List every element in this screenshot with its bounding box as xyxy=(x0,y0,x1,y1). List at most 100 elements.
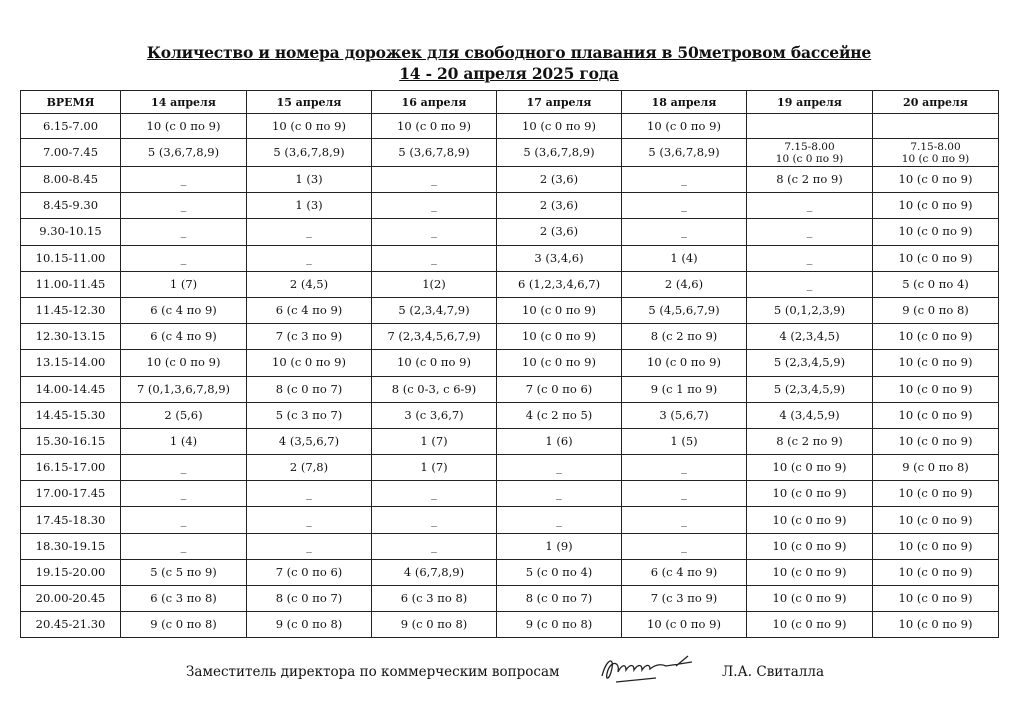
lanes-cell: 10 (с 0 по 9) xyxy=(872,192,999,220)
lanes-cell: 5 (с 0 по 4) xyxy=(496,558,622,587)
time-slot-cell: 19.15-20.00 xyxy=(20,558,121,587)
lanes-cell: _ xyxy=(371,506,497,534)
lanes-cell: 2 (4,5) xyxy=(246,270,372,298)
lanes-cell: 3 (с 3,6,7) xyxy=(371,401,497,429)
lanes-cell: 10 (с 0 по 9) xyxy=(872,375,999,403)
lanes-cell: 1 (9) xyxy=(496,532,622,560)
lanes-cell: 1 (3) xyxy=(246,192,372,220)
header-time: ВРЕМЯ xyxy=(20,90,121,114)
time-slot-cell: 8.00-8.45 xyxy=(20,165,121,194)
lanes-cell: 8 (с 2 по 9) xyxy=(746,165,873,194)
lanes-cell: 4 (6,7,8,9) xyxy=(371,558,497,587)
lanes-cell: 5 (4,5,6,7,9) xyxy=(621,296,747,325)
table-row: 15.30-16.15 1 (4) 4 (3,5,6,7) 1 (7) 1 (6) 1 (… xyxy=(20,427,999,456)
lanes-cell: _ xyxy=(371,244,497,272)
lanes-cell: 10 (с 0 по 9) xyxy=(746,480,873,508)
cell-line: 7.15-8.00 xyxy=(910,140,961,153)
lanes-cell: 10 (с 0 по 9) xyxy=(872,611,999,639)
lanes-cell: _ xyxy=(371,192,497,220)
lanes-cell: 3 (5,6,7) xyxy=(621,401,747,429)
lanes-cell: _ xyxy=(246,506,372,534)
lanes-cell: _ xyxy=(120,244,247,272)
schedule-table: ВРЕМЯ 14 апреля 15 апреля 16 апреля 17 апрел… xyxy=(20,90,999,639)
table-row: 17.00-17.45 _ _ _ _ _ 10 (с 0 по 9) 10 (с 0 по … xyxy=(20,480,999,508)
table-row: 7.00-7.45 5 (3,6,7,8,9) 5 (3,6,7,8,9) 5 (3,… xyxy=(20,138,999,167)
lanes-cell: 7 (с 3 по 9) xyxy=(621,584,747,613)
lanes-cell: 10 (с 0 по 9) xyxy=(872,401,999,429)
lanes-cell: 7.15-8.00 10 (с 0 по 9) xyxy=(872,138,999,167)
lanes-cell: 5 (3,6,7,8,9) xyxy=(371,138,497,167)
lanes-cell: 10 (с 0 по 9) xyxy=(621,611,747,639)
table-row: 20.45-21.30 9 (с 0 по 8) 9 (с 0 по 8) 9 (с … xyxy=(20,611,999,639)
lanes-cell: 1 (4) xyxy=(621,244,747,272)
lanes-cell: 6 (с 3 по 8) xyxy=(120,584,247,613)
lanes-cell: _ xyxy=(621,218,747,246)
lanes-cell: 10 (с 0 по 9) xyxy=(872,532,999,560)
header-date: 18 апреля xyxy=(621,90,747,114)
lanes-cell: 6 (с 4 по 9) xyxy=(120,323,247,351)
cell-line: 10 (с 0 по 9) xyxy=(775,152,844,165)
lanes-cell: 5 (3,6,7,8,9) xyxy=(246,138,372,167)
lanes-cell: _ xyxy=(371,532,497,560)
signature xyxy=(601,655,693,683)
time-slot-cell: 12.30-13.15 xyxy=(20,323,121,351)
time-slot-cell: 11.00-11.45 xyxy=(20,270,121,298)
lanes-cell: 10 (с 0 по 9) xyxy=(746,532,873,560)
lanes-cell: 1(2) xyxy=(371,270,497,298)
lanes-cell: 8 (с 0 по 7) xyxy=(246,584,372,613)
lanes-cell: 10 (с 0 по 9) xyxy=(371,113,497,139)
time-slot-cell: 10.15-11.00 xyxy=(20,244,121,272)
lanes-cell: 10 (с 0 по 9) xyxy=(746,558,873,587)
lanes-cell: _ xyxy=(496,480,622,508)
lanes-cell: _ xyxy=(371,218,497,246)
table-row: 9.30-10.15 _ _ _ 2 (3,6) _ _ 10 (с 0 по 9) xyxy=(20,218,999,246)
lanes-cell: _ xyxy=(120,506,247,534)
time-slot-cell: 14.00-14.45 xyxy=(20,375,121,403)
lanes-cell: 9 (с 0 по 8) xyxy=(496,611,622,639)
lanes-cell: 10 (с 0 по 9) xyxy=(872,244,999,272)
lanes-cell: 6 (с 3 по 8) xyxy=(371,584,497,613)
lanes-cell: _ xyxy=(120,480,247,508)
time-slot-cell: 13.15-14.00 xyxy=(20,349,121,377)
lanes-cell: _ xyxy=(246,244,372,272)
lanes-cell: 10 (с 0 по 9) xyxy=(872,218,999,246)
lanes-cell: 10 (с 0 по 9) xyxy=(120,113,247,139)
lanes-cell: 6 (1,2,3,4,6,7) xyxy=(496,270,622,298)
time-slot-cell: 11.45-12.30 xyxy=(20,296,121,325)
lanes-cell: 2 (7,8) xyxy=(246,454,372,482)
header-date: 14 апреля xyxy=(120,90,247,114)
lanes-cell: 10 (с 0 по 9) xyxy=(872,323,999,351)
table-row: 8.00-8.45 _ 1 (3) _ 2 (3,6) _ 8 (с 2 по 9) 10 (… xyxy=(20,165,999,194)
table-row: 12.30-13.15 6 (с 4 по 9) 7 (с 3 по 9) 7 (2,… xyxy=(20,323,999,351)
lanes-cell: _ xyxy=(621,532,747,560)
header-date: 16 апреля xyxy=(371,90,497,114)
lanes-cell: 6 (с 4 по 9) xyxy=(621,558,747,587)
lanes-cell: 5 (с 0 по 4) xyxy=(872,270,999,298)
signatory-name: Л.А. Свиталла xyxy=(722,664,825,680)
table-row: 14.45-15.30 2 (5,6) 5 (с 3 по 7) 3 (с 3,6,7… xyxy=(20,401,999,429)
lanes-cell: 5 (2,3,4,5,9) xyxy=(746,375,873,403)
lanes-cell: 9 (с 0 по 8) xyxy=(872,454,999,482)
lanes-cell: 10 (с 0 по 9) xyxy=(746,584,873,613)
lanes-cell: 5 (3,6,7,8,9) xyxy=(621,138,747,167)
lanes-cell: 10 (с 0 по 9) xyxy=(496,349,622,377)
table-row: 19.15-20.00 5 (с 5 по 9) 7 (с 0 по 6) 4 (6,… xyxy=(20,558,999,587)
lanes-cell: 8 (с 0 по 7) xyxy=(496,584,622,613)
lanes-cell: 10 (с 0 по 9) xyxy=(746,611,873,639)
lanes-cell: _ xyxy=(621,454,747,482)
lanes-cell: 2 (3,6) xyxy=(496,192,622,220)
lanes-cell: _ xyxy=(746,192,873,220)
lanes-cell: 5 (0,1,2,3,9) xyxy=(746,296,873,325)
lanes-cell: 8 (с 0 по 7) xyxy=(246,375,372,403)
table-row: 17.45-18.30 _ _ _ _ _ 10 (с 0 по 9) 10 (с 0 по … xyxy=(20,506,999,534)
table-row: 6.15-7.00 10 (с 0 по 9) 10 (с 0 по 9) 10 (с… xyxy=(20,113,999,139)
lanes-cell: _ xyxy=(120,532,247,560)
lanes-cell: 3 (3,4,6) xyxy=(496,244,622,272)
lanes-cell: _ xyxy=(496,506,622,534)
lanes-cell: 10 (с 0 по 9) xyxy=(872,584,999,613)
lanes-cell: _ xyxy=(371,165,497,194)
time-slot-cell: 8.45-9.30 xyxy=(20,192,121,220)
lanes-cell: 10 (с 0 по 9) xyxy=(872,558,999,587)
table-row: 14.00-14.45 7 (0,1,3,6,7,8,9) 8 (с 0 по 7)… xyxy=(20,375,999,403)
lanes-cell: 5 (2,3,4,7,9) xyxy=(371,296,497,325)
